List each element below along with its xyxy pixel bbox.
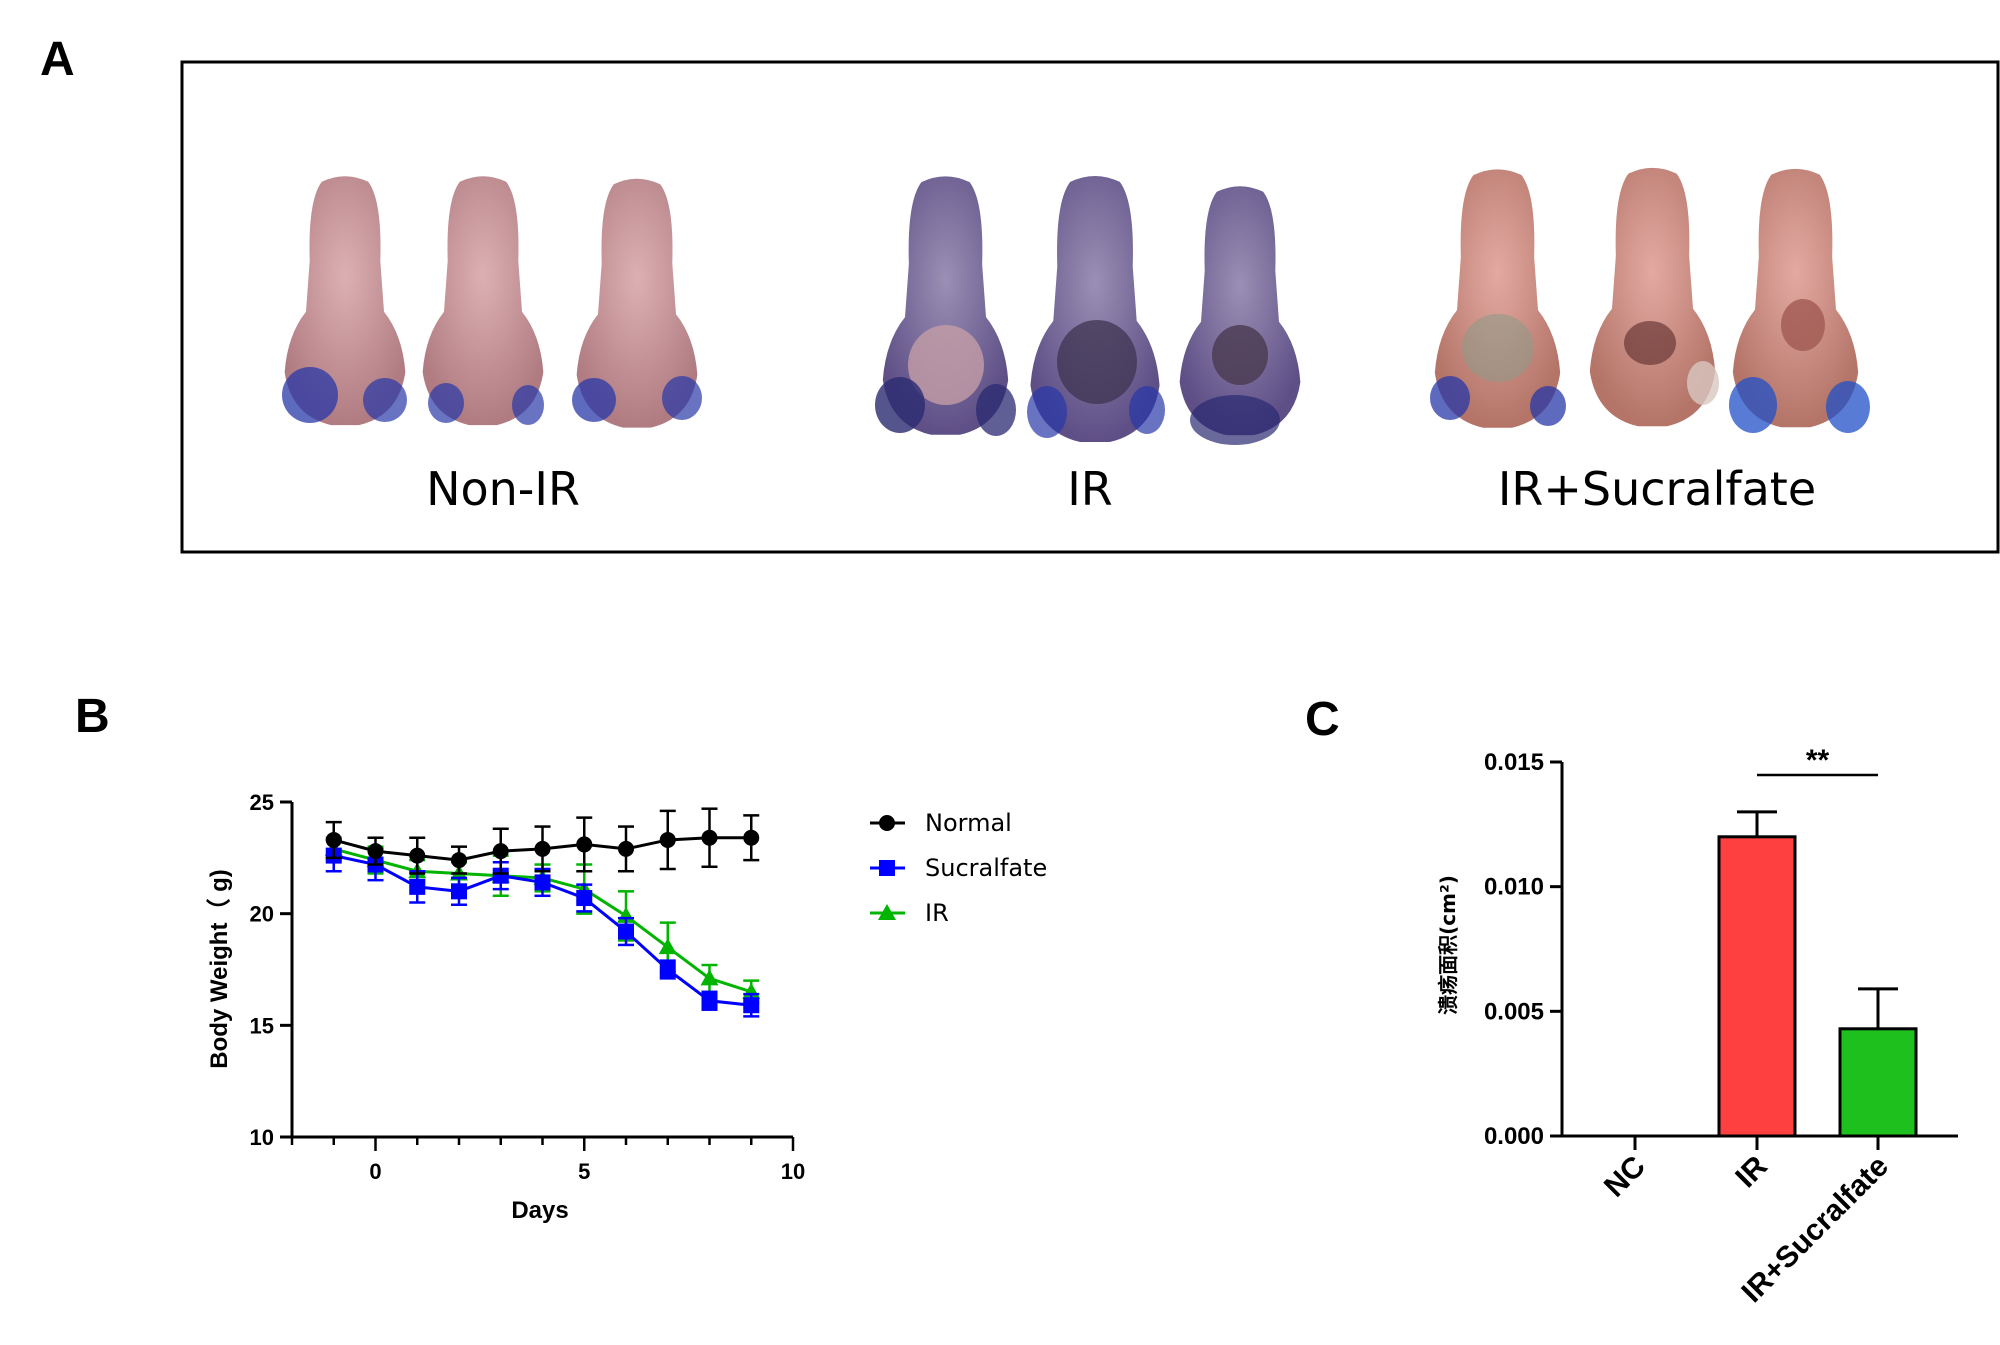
data-point [534,840,551,857]
legend-item-normal: Normal [870,809,1012,837]
bar-chart-bars: ** [1717,744,1918,1138]
legend-marker [879,860,895,876]
tongue-image-non-ir-2 [422,176,544,426]
x-tick-label: NC [1598,1150,1652,1204]
tongue-image-ir-1 [875,176,1016,436]
y-tick-label: 0.015 [1484,749,1544,776]
data-point [325,831,342,848]
tongue-image-non-ir-1 [282,176,407,426]
bar-ir [1717,835,1797,1138]
data-point [409,847,426,864]
panel-b: B 10 15 20 25 0 5 10 Days Body Weight（ g) Norm… [75,690,1047,1224]
x-tick-label: 0 [369,1159,381,1184]
tongue-photo-group-ir-sucralfate: IR+Sucralfate [1430,167,1870,516]
data-point [618,840,634,857]
y-axis-title: 溃疡面积(cm²) [1436,875,1460,1015]
x-tick-label: 5 [578,1159,590,1184]
panel-c-letter: C [1305,693,1340,746]
data-point [576,890,593,907]
data-point [658,938,677,955]
line-chart-legend: Normal Sucralfate IR [870,809,1047,927]
data-point [534,874,551,891]
data-point [701,829,718,846]
data-point [409,878,426,895]
tongue-image-ir-3 [1179,186,1301,445]
series-sucralfate [325,838,760,1018]
data-point [700,969,719,986]
series-normal [325,807,760,875]
data-point [618,923,634,940]
data-point [659,831,676,848]
legend-label: IR [925,899,949,927]
data-point [743,997,760,1014]
y-axis-title: Body Weight（ g) [206,869,233,1069]
group-label-ir-sucralfate: IR+Sucralfate [1498,462,1816,516]
legend-label: Normal [925,809,1012,837]
y-tick-label: 0.010 [1484,874,1544,901]
panel-a-frame [180,60,2000,554]
data-point [451,852,467,869]
panel-b-letter: B [75,690,110,743]
legend-marker [879,815,895,831]
panel-a: A Non-IR [40,33,2000,554]
line-chart-body-weight: 10 15 20 25 0 5 10 Days Body Weight（ g) Normal… [206,790,1047,1224]
y-tick-label: 15 [250,1013,274,1038]
y-tick-label: 20 [250,902,274,927]
data-point [701,992,718,1009]
y-tick-label: 10 [250,1125,274,1150]
data-point [451,883,467,900]
data-point [659,961,676,978]
x-axis-title: Days [511,1197,568,1224]
tongue-image-ir-sucralfate-1 [1430,169,1566,428]
tongue-photo-group-ir: IR [875,175,1301,516]
y-tick-label: 0.000 [1484,1123,1544,1150]
line-chart-series [324,807,761,1018]
legend-item-sucralfate: Sucralfate [870,854,1047,882]
legend-marker [878,904,896,920]
y-tick-label: 25 [250,790,274,815]
significance-label: ** [1806,744,1830,777]
tongue-image-ir-sucralfate-2 [1589,167,1719,427]
group-label-non-ir: Non-IR [426,462,580,516]
data-point [367,843,384,860]
tongue-image-ir-2 [1027,175,1165,443]
panel-a-letter: A [40,33,75,86]
legend-label: Sucralfate [925,854,1047,882]
tongue-photo-group-non-ir: Non-IR [282,176,702,516]
tongue-image-non-ir-3 [572,178,702,428]
data-point [492,867,509,884]
legend-item-ir: IR [870,899,949,927]
data-point [576,836,593,853]
group-label-ir: IR [1067,462,1113,516]
x-tick-label: 10 [781,1159,805,1184]
x-tick-label: IR [1729,1149,1774,1194]
y-tick-label: 0.005 [1484,998,1544,1025]
line-chart-axes: 10 15 20 25 0 5 10 [250,790,806,1184]
bar-ir-sucralfate [1838,1027,1918,1138]
tongue-image-ir-sucralfate-3 [1729,168,1870,433]
data-point [492,843,509,860]
data-point [743,829,760,846]
